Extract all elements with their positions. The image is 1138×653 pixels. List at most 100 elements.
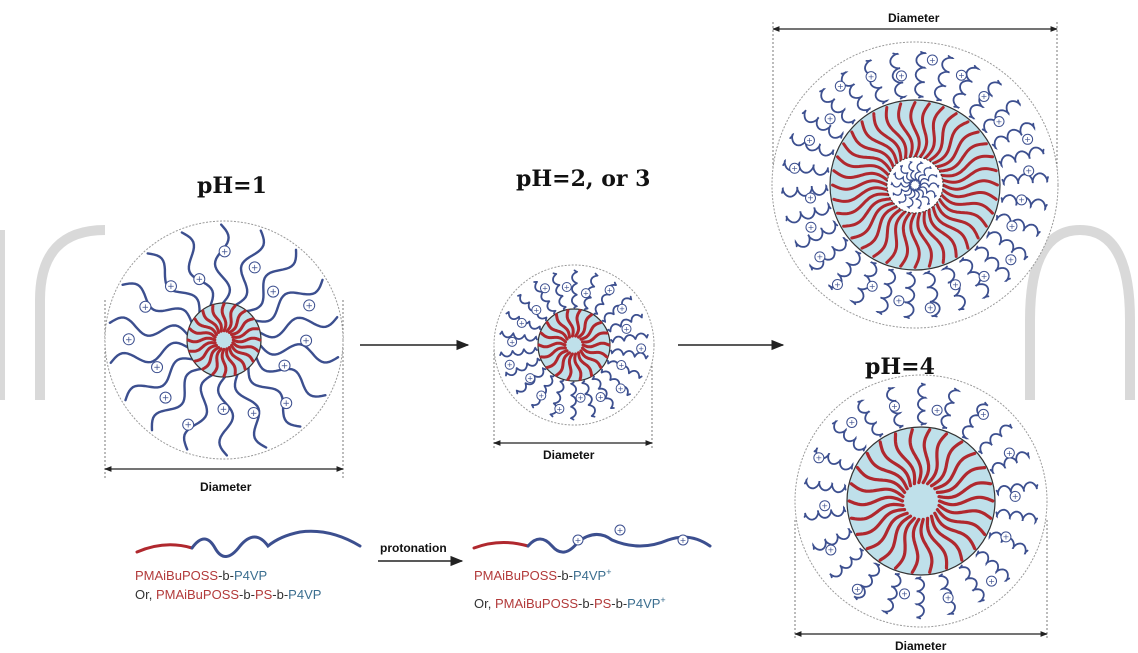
p4vp-chain — [515, 367, 547, 395]
poss-chain — [910, 517, 921, 574]
micelle-inner-core — [886, 156, 944, 214]
charge-sign: + — [980, 410, 987, 419]
charge-sign: + — [896, 297, 903, 306]
legend-span: P4VP — [627, 596, 660, 611]
p4vp-chain — [801, 109, 844, 139]
poss-chain — [937, 481, 993, 500]
charge-marker — [924, 302, 936, 314]
poss-chain — [836, 155, 891, 177]
charge-sign: + — [1009, 222, 1016, 231]
p4vp-chain — [940, 387, 962, 429]
poss-chain — [211, 304, 223, 333]
legend-span: -b- — [578, 596, 594, 611]
p4vp-chain — [505, 357, 541, 377]
charge-sign: + — [578, 393, 584, 402]
poss-chain — [865, 511, 909, 551]
poss-chain — [545, 349, 569, 369]
label-diameter-ph4-large: Diameter — [888, 11, 940, 25]
inner-chain — [917, 165, 932, 183]
poss-chain — [937, 495, 995, 507]
charge-sign: + — [196, 275, 203, 285]
charge-marker — [193, 273, 206, 286]
p4vp-chain — [233, 373, 268, 449]
poss-chain — [939, 154, 994, 178]
inner-chain — [900, 164, 915, 183]
poss-chain — [188, 327, 217, 339]
charge-marker — [525, 373, 536, 384]
p4vp-chain — [995, 213, 1041, 238]
label-protonation: protonation — [380, 541, 447, 555]
charge-marker — [931, 404, 943, 416]
charge-marker — [819, 500, 831, 512]
charge-marker — [159, 391, 172, 404]
charge-marker — [805, 221, 817, 233]
poss-chain — [931, 120, 970, 166]
charge-sign: + — [791, 164, 798, 173]
p4vp-chain — [916, 382, 928, 426]
p4vp-chain — [781, 183, 829, 198]
poss-chain — [537, 341, 567, 349]
charge-sign: + — [981, 92, 988, 101]
p4vp-chain — [234, 229, 266, 307]
p4vp-chain — [610, 332, 649, 344]
poss-chain — [897, 102, 914, 159]
inner-chain — [898, 187, 913, 205]
label-diameter-ph23: Diameter — [543, 448, 595, 462]
charge-sign: + — [806, 136, 813, 145]
inner-chain — [918, 182, 940, 189]
poss-chain — [878, 440, 913, 488]
charge-sign: + — [996, 117, 1003, 126]
p4vp-chain — [245, 248, 298, 313]
legend-span: PMAiBuPOSS — [156, 587, 239, 602]
charge-marker — [865, 71, 877, 83]
charge-marker — [893, 295, 905, 307]
poss-chain — [831, 179, 889, 191]
charge-sign: + — [1008, 255, 1015, 264]
p4vp-chain — [517, 293, 548, 322]
poss-chain — [193, 317, 218, 337]
p4vp-chain — [216, 375, 235, 457]
p4vp-chain — [840, 71, 871, 113]
poss-chain — [847, 495, 905, 507]
charge-marker — [617, 303, 628, 314]
watermark-shapes — [0, 224, 1135, 400]
poss-chain — [927, 207, 958, 258]
charge-marker — [813, 452, 825, 464]
charge-marker — [831, 279, 843, 291]
p4vp-chain — [259, 343, 340, 364]
poss-chain — [934, 130, 980, 169]
p4vp-chain — [857, 399, 884, 438]
poss-chain — [574, 309, 582, 338]
chain-neutral — [135, 529, 362, 558]
poss-chain — [929, 514, 964, 562]
label-ph23: pH=2, or 3 — [516, 166, 650, 192]
p4vp-chain — [549, 379, 565, 418]
p4vp-chain — [789, 132, 835, 157]
charge-marker — [248, 261, 261, 274]
charge-marker — [122, 333, 135, 346]
charge-marker — [151, 361, 164, 374]
poss-chain — [923, 106, 945, 161]
charge-sign: + — [185, 421, 192, 431]
charge-marker — [926, 54, 938, 66]
charge-marker — [825, 544, 837, 556]
charge-marker — [247, 407, 260, 420]
poss-chain — [225, 304, 237, 333]
charge-sign: + — [167, 282, 174, 292]
poss-chain — [939, 193, 994, 215]
charge-marker — [1000, 531, 1012, 543]
charge-marker — [615, 383, 626, 394]
poss-chain — [577, 313, 593, 339]
charge-sign: + — [283, 399, 290, 409]
p4vp-chain — [995, 481, 1039, 497]
charge-sign: + — [638, 344, 644, 353]
charge-sign: + — [927, 304, 934, 313]
p4vp-chain — [819, 88, 856, 125]
label-ph1: pH=1 — [197, 173, 267, 199]
charge-sign: + — [509, 337, 515, 346]
charge-sign: + — [1024, 135, 1031, 144]
charge-marker — [846, 416, 858, 428]
p4vp-chain — [880, 573, 902, 615]
core-center — [216, 332, 232, 348]
